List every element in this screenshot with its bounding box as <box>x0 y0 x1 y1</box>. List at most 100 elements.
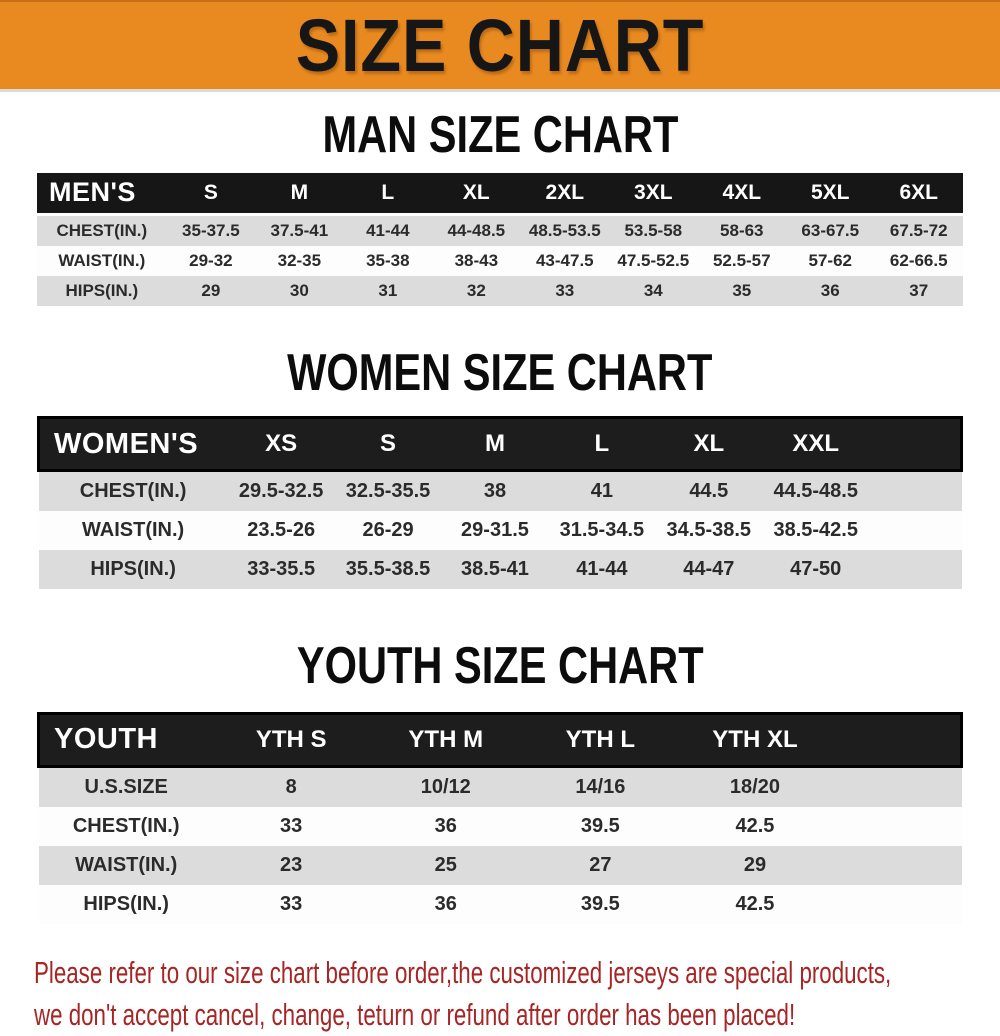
size-column-header: M <box>441 416 549 473</box>
size-value-cell: 63-67.5 <box>786 212 875 246</box>
size-column-header: S <box>334 416 442 473</box>
size-value-cell: 8 <box>213 764 369 807</box>
size-value-cell: 41 <box>548 469 656 512</box>
size-value-cell: 32 <box>432 275 521 306</box>
size-value-cell: 33 <box>213 806 369 846</box>
footer-line-1: Please refer to our size chart before or… <box>34 954 892 990</box>
footer-note: Please refer to our size chart before or… <box>0 952 1000 1036</box>
size-column-header: YTH S <box>213 711 369 768</box>
size-column-header: XL <box>432 172 521 215</box>
size-column-header: XS <box>227 416 335 473</box>
row-filler-cell <box>832 806 962 846</box>
table-corner-label: YOUTH <box>36 711 214 768</box>
table-row: WAIST(IN.) 23.5-26 26-29 29-31.5 31.5-34.5 34… <box>38 511 962 551</box>
size-value-cell: 29.5-32.5 <box>227 469 335 512</box>
size-value-cell: 32-35 <box>255 245 344 276</box>
size-value-cell: 26-29 <box>334 511 442 551</box>
table-corner-label: MEN'S <box>37 172 167 215</box>
row-label: HIPS(IN.) <box>38 884 214 924</box>
size-value-cell: 53.5-58 <box>609 212 698 246</box>
table-row: WAIST(IN.) 23 25 27 29 <box>38 845 962 885</box>
size-value-cell: 48.5-53.5 <box>520 212 610 246</box>
size-value-cell: 42.5 <box>677 806 833 846</box>
table-row: WAIST(IN.) 29-32 32-35 35-38 38-43 43-47.5 47.… <box>37 245 963 276</box>
size-value-cell: 23.5-26 <box>227 511 335 551</box>
women-size-table: WOMEN'S XS S M L XL XXL CHEST(IN.) 29.5-32.5 32.5… <box>36 416 964 590</box>
size-value-cell: 57-62 <box>786 245 875 276</box>
size-value-cell: 44.5 <box>655 469 763 512</box>
size-value-cell: 44.5-48.5 <box>762 469 870 512</box>
man-section-title: MAN SIZE CHART <box>322 106 678 164</box>
table-row: CHEST(IN.) 33 36 39.5 42.5 <box>38 806 962 846</box>
table-row: U.S.SIZE 8 10/12 14/16 18/20 <box>38 764 962 807</box>
youth-section-title: YOUTH SIZE CHART <box>296 637 704 696</box>
row-label: WAIST(IN.) <box>37 245 167 276</box>
row-filler-cell <box>832 884 962 924</box>
size-value-cell: 30 <box>255 275 344 306</box>
size-column-header: 5XL <box>786 172 875 215</box>
size-column-header: L <box>548 416 656 473</box>
size-value-cell: 29-32 <box>166 245 256 276</box>
section-man-size-chart: MAN SIZE CHART MEN'S S M L XL 2XL 3XL 4XL 5XL 6XL… <box>0 108 1000 306</box>
footer-line-2: we don't accept cancel, change, teturn o… <box>34 996 796 1032</box>
header-filler-cell <box>869 416 964 473</box>
table-row: CHEST(IN.) 35-37.5 37.5-41 41-44 44-48.5 48.5… <box>37 212 963 246</box>
size-value-cell: 29 <box>166 275 256 306</box>
size-column-header: YTH M <box>368 711 524 768</box>
size-header-row: WOMEN'S XS S M L XL XXL <box>36 416 964 473</box>
row-filler-cell <box>869 511 962 551</box>
header-filler-cell <box>832 711 964 768</box>
size-value-cell: 39.5 <box>523 806 678 846</box>
size-value-cell: 35 <box>697 275 787 306</box>
size-column-header: 2XL <box>520 172 610 215</box>
size-column-header: L <box>343 172 433 215</box>
size-column-header: 4XL <box>697 172 787 215</box>
size-value-cell: 35-37.5 <box>166 212 256 246</box>
table-row: HIPS(IN.) 33-35.5 35.5-38.5 38.5-41 41-44 44-… <box>38 550 962 590</box>
size-value-cell: 47-50 <box>762 550 870 590</box>
size-value-cell: 43-47.5 <box>520 245 610 276</box>
size-value-cell: 34.5-38.5 <box>655 511 763 551</box>
size-value-cell: 37 <box>874 275 963 306</box>
size-value-cell: 23 <box>213 845 369 885</box>
size-column-header: M <box>255 172 344 215</box>
size-value-cell: 18/20 <box>677 764 833 807</box>
row-filler-cell <box>832 764 962 807</box>
size-column-header: 6XL <box>874 172 963 215</box>
row-filler-cell <box>869 550 962 590</box>
size-value-cell: 36 <box>368 806 524 846</box>
size-value-cell: 27 <box>523 845 678 885</box>
size-value-cell: 33 <box>520 275 610 306</box>
size-value-cell: 47.5-52.5 <box>609 245 698 276</box>
size-value-cell: 41-44 <box>343 212 433 246</box>
size-value-cell: 38-43 <box>432 245 521 276</box>
size-value-cell: 67.5-72 <box>874 212 963 246</box>
size-column-header: XXL <box>762 416 870 473</box>
size-value-cell: 25 <box>368 845 524 885</box>
size-value-cell: 34 <box>609 275 698 306</box>
size-value-cell: 31 <box>343 275 433 306</box>
row-label: CHEST(IN.) <box>38 806 214 846</box>
size-value-cell: 52.5-57 <box>697 245 787 276</box>
size-value-cell: 38.5-42.5 <box>762 511 870 551</box>
size-value-cell: 29-31.5 <box>441 511 549 551</box>
size-value-cell: 14/16 <box>523 764 678 807</box>
size-column-header: XL <box>655 416 763 473</box>
man-size-table: MEN'S S M L XL 2XL 3XL 4XL 5XL 6XL CHEST(IN.) 35-37… <box>37 172 963 306</box>
size-value-cell: 32.5-35.5 <box>334 469 442 512</box>
size-header-row: YOUTH YTH S YTH M YTH L YTH XL <box>36 711 964 768</box>
size-value-cell: 10/12 <box>368 764 524 807</box>
size-value-cell: 38.5-41 <box>441 550 549 590</box>
size-value-cell: 35-38 <box>343 245 433 276</box>
youth-size-table: YOUTH YTH S YTH M YTH L YTH XL U.S.SIZE 8 10/12… <box>36 711 964 924</box>
size-value-cell: 41-44 <box>548 550 656 590</box>
section-women-size-chart: WOMEN SIZE CHART WOMEN'S XS S M L XL XXL CHEST(… <box>0 345 1000 590</box>
row-filler-cell <box>869 469 962 512</box>
table-row: HIPS(IN.) 33 36 39.5 42.5 <box>38 884 962 924</box>
size-header-row: MEN'S S M L XL 2XL 3XL 4XL 5XL 6XL <box>37 172 963 215</box>
size-value-cell: 39.5 <box>523 884 678 924</box>
size-value-cell: 33-35.5 <box>227 550 335 590</box>
size-value-cell: 31.5-34.5 <box>548 511 656 551</box>
table-row: CHEST(IN.) 29.5-32.5 32.5-35.5 38 41 44.5 44.5… <box>38 469 962 512</box>
row-label: CHEST(IN.) <box>38 469 228 512</box>
